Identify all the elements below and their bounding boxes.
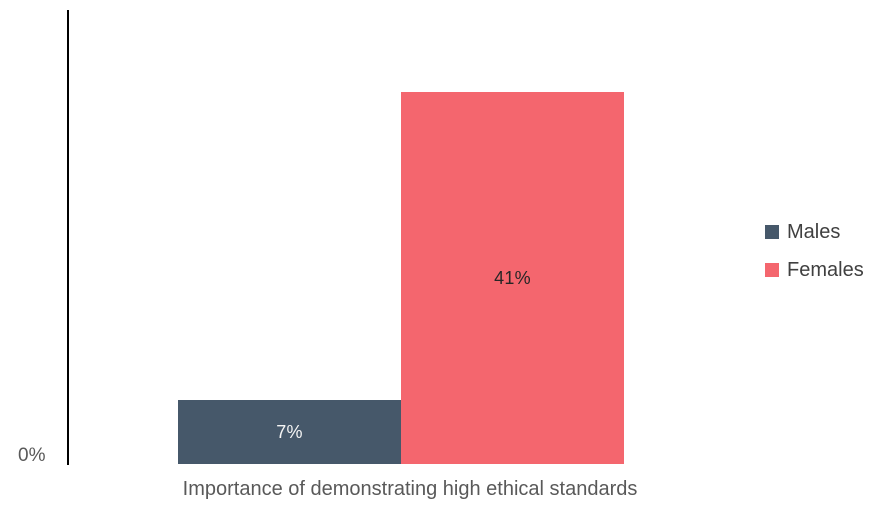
bar-value-label-males: 7%	[276, 421, 303, 442]
y-axis-line	[67, 10, 69, 465]
legend-item-females: Females	[765, 258, 864, 282]
legend-label-females: Females	[787, 259, 864, 281]
bar-males: 7%	[178, 400, 401, 464]
bar-value-label-females: 41%	[494, 267, 531, 288]
males-swatch-icon	[765, 225, 779, 239]
females-swatch-icon	[765, 263, 779, 277]
y-axis-tick-label-zero: 0%	[18, 445, 46, 466]
plot-area: 7% 41%	[178, 10, 624, 464]
x-axis-category-label: Importance of demonstrating high ethical…	[182, 478, 638, 500]
legend: Males Females	[765, 220, 864, 282]
bar-females: 41%	[401, 92, 624, 464]
legend-label-males: Males	[787, 221, 841, 243]
legend-item-males: Males	[765, 220, 864, 244]
